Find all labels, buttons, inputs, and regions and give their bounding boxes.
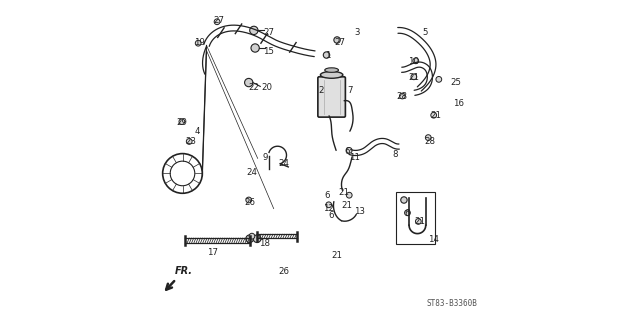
Circle shape: [246, 197, 252, 203]
Bar: [396, 192, 435, 244]
Ellipse shape: [320, 71, 343, 78]
Text: 21: 21: [415, 217, 426, 226]
Text: 3: 3: [355, 28, 361, 37]
Text: 18: 18: [259, 239, 270, 248]
Circle shape: [250, 26, 258, 35]
Text: 26: 26: [278, 267, 289, 276]
Text: 29: 29: [176, 118, 187, 127]
Circle shape: [249, 233, 255, 239]
Circle shape: [399, 93, 405, 99]
Text: 4: 4: [195, 127, 200, 136]
Text: 20: 20: [261, 83, 272, 92]
Circle shape: [179, 119, 185, 124]
Text: 25: 25: [450, 78, 461, 87]
Text: 21: 21: [341, 201, 352, 210]
Text: 2: 2: [318, 86, 324, 95]
Circle shape: [436, 76, 441, 82]
Text: 12: 12: [323, 204, 334, 213]
Text: 6: 6: [328, 211, 333, 220]
Text: 15: 15: [264, 47, 275, 56]
Text: ST83-B3360B: ST83-B3360B: [426, 299, 477, 308]
Text: 23: 23: [185, 137, 196, 146]
Text: 21: 21: [332, 251, 343, 260]
Text: 24: 24: [278, 159, 289, 168]
Circle shape: [196, 40, 201, 46]
Text: 6: 6: [344, 147, 350, 156]
Text: 22: 22: [248, 83, 259, 92]
Circle shape: [401, 197, 407, 203]
Text: 17: 17: [207, 248, 218, 257]
Circle shape: [347, 148, 352, 153]
Circle shape: [404, 210, 410, 216]
Circle shape: [326, 202, 332, 208]
Text: 21: 21: [431, 111, 442, 120]
Circle shape: [214, 19, 220, 25]
Circle shape: [254, 235, 261, 243]
Circle shape: [347, 192, 352, 198]
Text: 5: 5: [422, 28, 427, 37]
Circle shape: [413, 58, 419, 64]
Text: 19: 19: [194, 38, 205, 47]
Text: 7: 7: [347, 86, 353, 95]
Text: 21: 21: [338, 188, 349, 197]
Text: 28: 28: [424, 137, 435, 146]
Circle shape: [251, 44, 259, 52]
Text: 28: 28: [397, 92, 408, 101]
Text: 1: 1: [325, 51, 330, 60]
Text: 13: 13: [354, 207, 365, 216]
FancyBboxPatch shape: [318, 77, 345, 117]
Text: 10: 10: [408, 57, 419, 66]
Text: 16: 16: [453, 99, 464, 108]
Text: FR.: FR.: [175, 266, 193, 276]
Circle shape: [426, 135, 431, 140]
Text: 14: 14: [427, 235, 438, 244]
Text: 27: 27: [264, 28, 275, 37]
Text: 9: 9: [262, 153, 268, 162]
Text: 24: 24: [247, 168, 257, 177]
Circle shape: [245, 78, 253, 87]
Circle shape: [187, 139, 192, 144]
Circle shape: [334, 37, 340, 43]
Ellipse shape: [325, 68, 338, 72]
Circle shape: [431, 112, 436, 118]
Text: 26: 26: [245, 198, 255, 207]
Text: 6: 6: [325, 191, 330, 200]
Circle shape: [246, 235, 254, 243]
Text: 6: 6: [404, 209, 410, 218]
Text: 8: 8: [392, 150, 397, 159]
Circle shape: [411, 74, 417, 80]
Circle shape: [324, 52, 330, 58]
Text: 21: 21: [408, 73, 419, 82]
Circle shape: [415, 219, 421, 224]
Text: 27: 27: [214, 16, 225, 25]
Text: 11: 11: [349, 153, 360, 162]
Text: 27: 27: [335, 38, 346, 47]
